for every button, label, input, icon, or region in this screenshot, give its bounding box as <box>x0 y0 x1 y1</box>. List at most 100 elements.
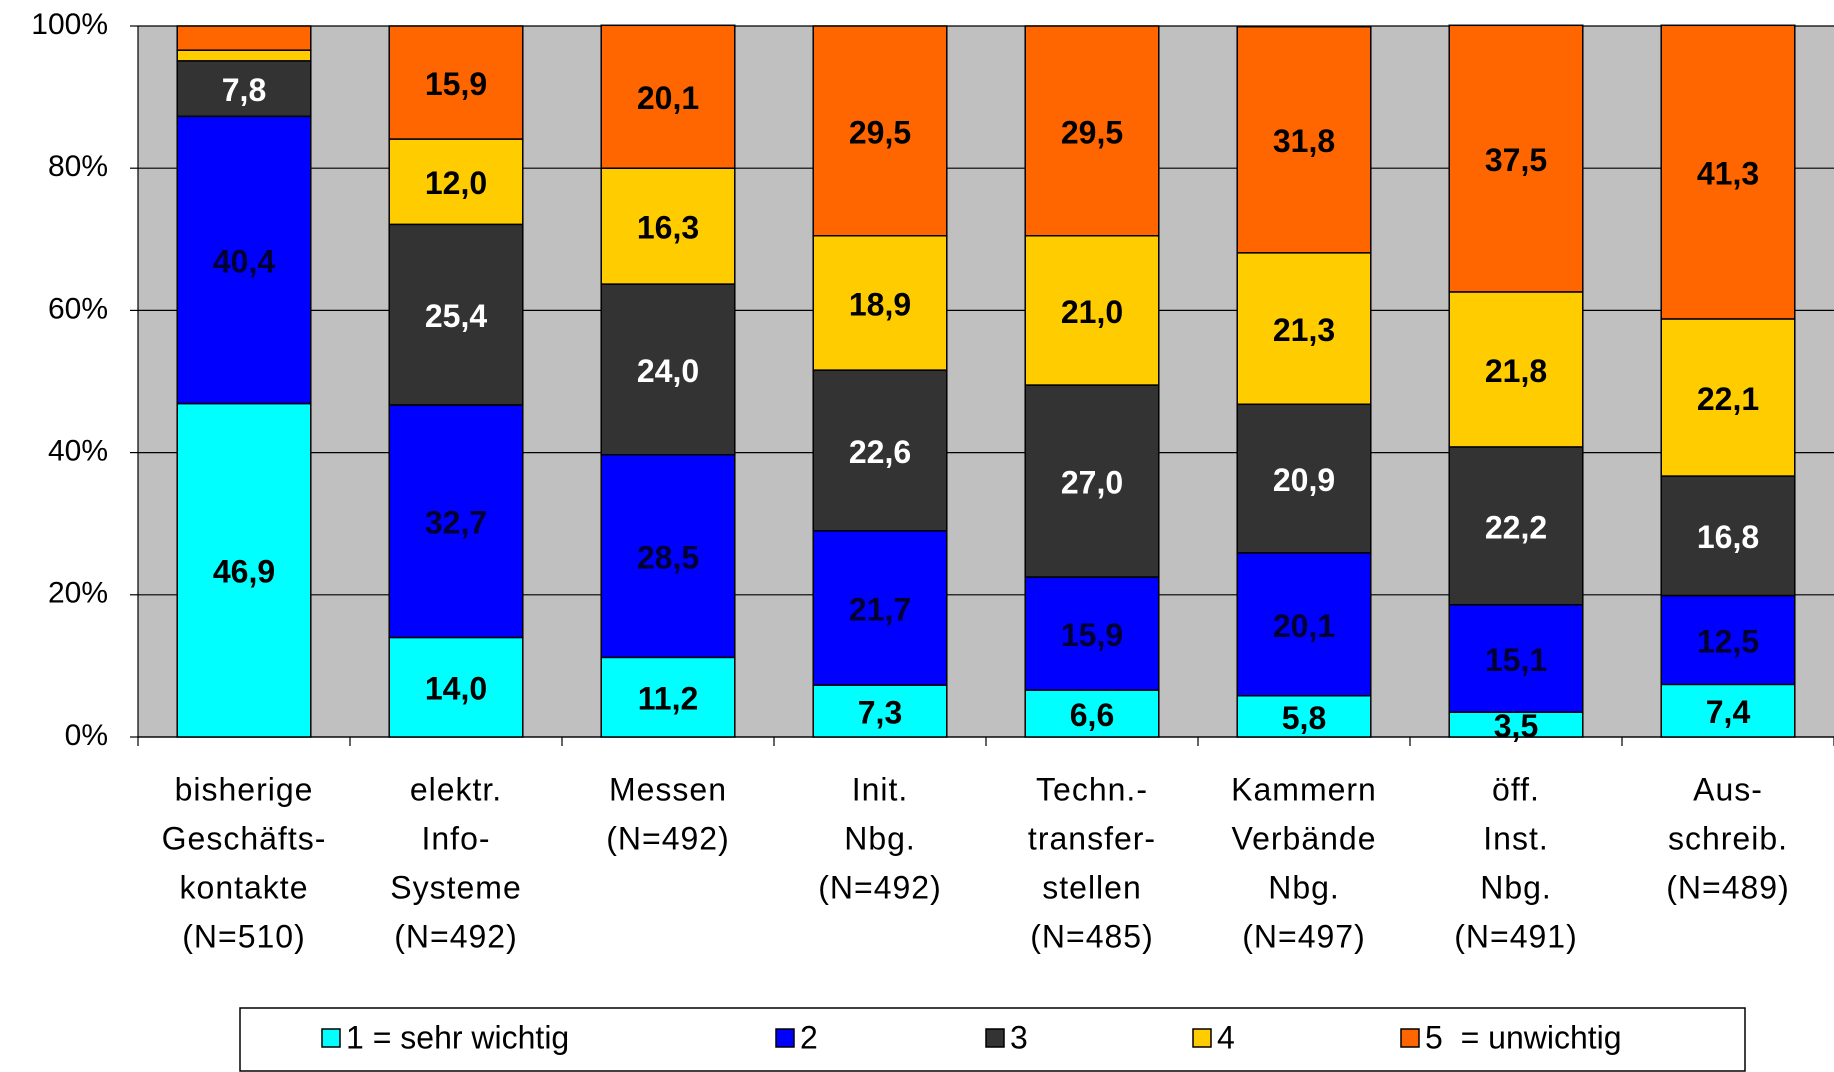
data-label: 22,2 <box>1485 509 1547 545</box>
legend-swatch <box>775 1028 795 1048</box>
bar-segment <box>1660 594 1796 686</box>
data-label: 20,9 <box>1273 462 1335 498</box>
data-label: 7,4 <box>1706 694 1751 730</box>
bar-segment <box>1024 576 1160 691</box>
data-label: 37,5 <box>1485 142 1547 178</box>
y-tick-label: 20% <box>48 577 108 610</box>
x-tick-label: (N=491) <box>1454 918 1578 954</box>
data-label: 12,0 <box>425 165 487 201</box>
bar-segment <box>388 138 524 226</box>
bar-segment <box>812 234 948 371</box>
x-tick-label: Geschäfts- <box>162 820 327 856</box>
bar-segment <box>600 167 736 285</box>
data-label: 40,4 <box>213 243 275 279</box>
data-label: 16,3 <box>637 210 699 246</box>
data-label: 7,3 <box>858 695 902 731</box>
data-label: 14,0 <box>425 671 487 707</box>
legend-label: 3 <box>1010 1019 1028 1055</box>
bar-segment <box>812 25 948 237</box>
bar-segment <box>1660 683 1796 738</box>
data-label: 11,2 <box>638 681 699 717</box>
data-label: 46,9 <box>213 554 275 590</box>
bar-segment <box>1448 446 1584 606</box>
bar-segment <box>600 453 736 659</box>
data-label: 20,1 <box>637 80 699 116</box>
data-label: 3,5 <box>1494 708 1538 744</box>
data-label: 16,8 <box>1697 519 1759 555</box>
legend-swatch <box>1400 1028 1420 1048</box>
data-label: 6,6 <box>1070 697 1114 733</box>
bar-segment <box>1024 25 1160 237</box>
data-label: 21,3 <box>1273 312 1335 348</box>
bar-segment <box>176 60 312 118</box>
y-tick-label: 80% <box>48 150 108 183</box>
bar-segment <box>1660 318 1796 477</box>
y-tick-label: 0% <box>65 719 108 752</box>
bar-segment <box>1236 552 1372 697</box>
x-tick-label: (N=489) <box>1666 869 1790 905</box>
x-tick-label: kontakte <box>180 869 309 905</box>
legend-label: 1 = sehr wichtig <box>346 1019 569 1055</box>
legend-label: 2 <box>800 1019 818 1055</box>
data-label: 41,3 <box>1697 156 1759 192</box>
data-label: 7,8 <box>222 72 266 108</box>
data-label: 15,9 <box>1061 617 1123 653</box>
x-tick-label: Techn.- <box>1036 771 1148 807</box>
x-tick-label: stellen <box>1042 869 1142 905</box>
x-tick-label: Nbg. <box>1480 869 1552 905</box>
x-tick-label: elektr. <box>410 771 502 807</box>
data-label: 27,0 <box>1061 464 1123 500</box>
x-tick-label: Messen <box>609 771 727 807</box>
x-tick-label: öff. <box>1492 771 1540 807</box>
x-tick-label: Kammern <box>1231 771 1377 807</box>
legend-swatch <box>1192 1028 1212 1048</box>
legend-swatch <box>985 1028 1005 1048</box>
data-label: 20,1 <box>1273 608 1335 644</box>
data-label: 24,0 <box>637 353 699 389</box>
data-label: 21,7 <box>849 591 911 627</box>
legend-swatch <box>321 1028 341 1048</box>
x-tick-label: Nbg. <box>844 820 916 856</box>
bar-segment <box>1236 695 1372 738</box>
data-label: 12,5 <box>1697 623 1759 659</box>
bar-segment <box>1448 24 1584 293</box>
x-tick-label: (N=492) <box>818 869 942 905</box>
bar-segment <box>1660 475 1796 597</box>
data-label: 5,8 <box>1282 700 1326 736</box>
bar-segment <box>176 115 312 405</box>
y-tick-label: 60% <box>48 292 108 325</box>
data-label: 31,8 <box>1273 123 1335 159</box>
data-label: 25,4 <box>425 298 487 334</box>
bar-segment <box>388 25 524 140</box>
x-tick-label: Nbg. <box>1268 869 1340 905</box>
x-tick-label: Info- <box>421 820 490 856</box>
x-tick-label: (N=492) <box>606 820 730 856</box>
legend-label: 4 <box>1217 1019 1235 1055</box>
bar-segment <box>1448 711 1584 738</box>
y-tick-label: 100% <box>31 8 108 41</box>
bar-segment <box>1024 234 1160 386</box>
data-label: 22,6 <box>849 434 911 470</box>
bar-segment <box>812 530 948 686</box>
bar-segment <box>812 684 948 738</box>
x-tick-label: (N=510) <box>182 918 306 954</box>
bar-segment <box>176 49 312 62</box>
bar-segment <box>600 656 736 738</box>
x-tick-label: Aus- <box>1693 771 1763 807</box>
data-label: 32,7 <box>425 505 487 541</box>
data-label: 21,0 <box>1061 294 1123 330</box>
bar-segment <box>1024 384 1160 578</box>
bar-segment <box>1660 24 1796 320</box>
x-tick-label: Verbände <box>1231 820 1376 856</box>
data-label: 28,5 <box>637 540 699 576</box>
data-label: 29,5 <box>1061 114 1123 150</box>
data-label: 15,9 <box>425 66 487 102</box>
data-label: 15,1 <box>1485 642 1547 678</box>
y-tick-label: 40% <box>48 435 108 468</box>
x-tick-label: Systeme <box>390 869 521 905</box>
data-label: 18,9 <box>849 286 911 322</box>
x-tick-label: transfer- <box>1028 820 1156 856</box>
bar-segment <box>1236 25 1372 254</box>
x-tick-label: bisherige <box>175 771 314 807</box>
